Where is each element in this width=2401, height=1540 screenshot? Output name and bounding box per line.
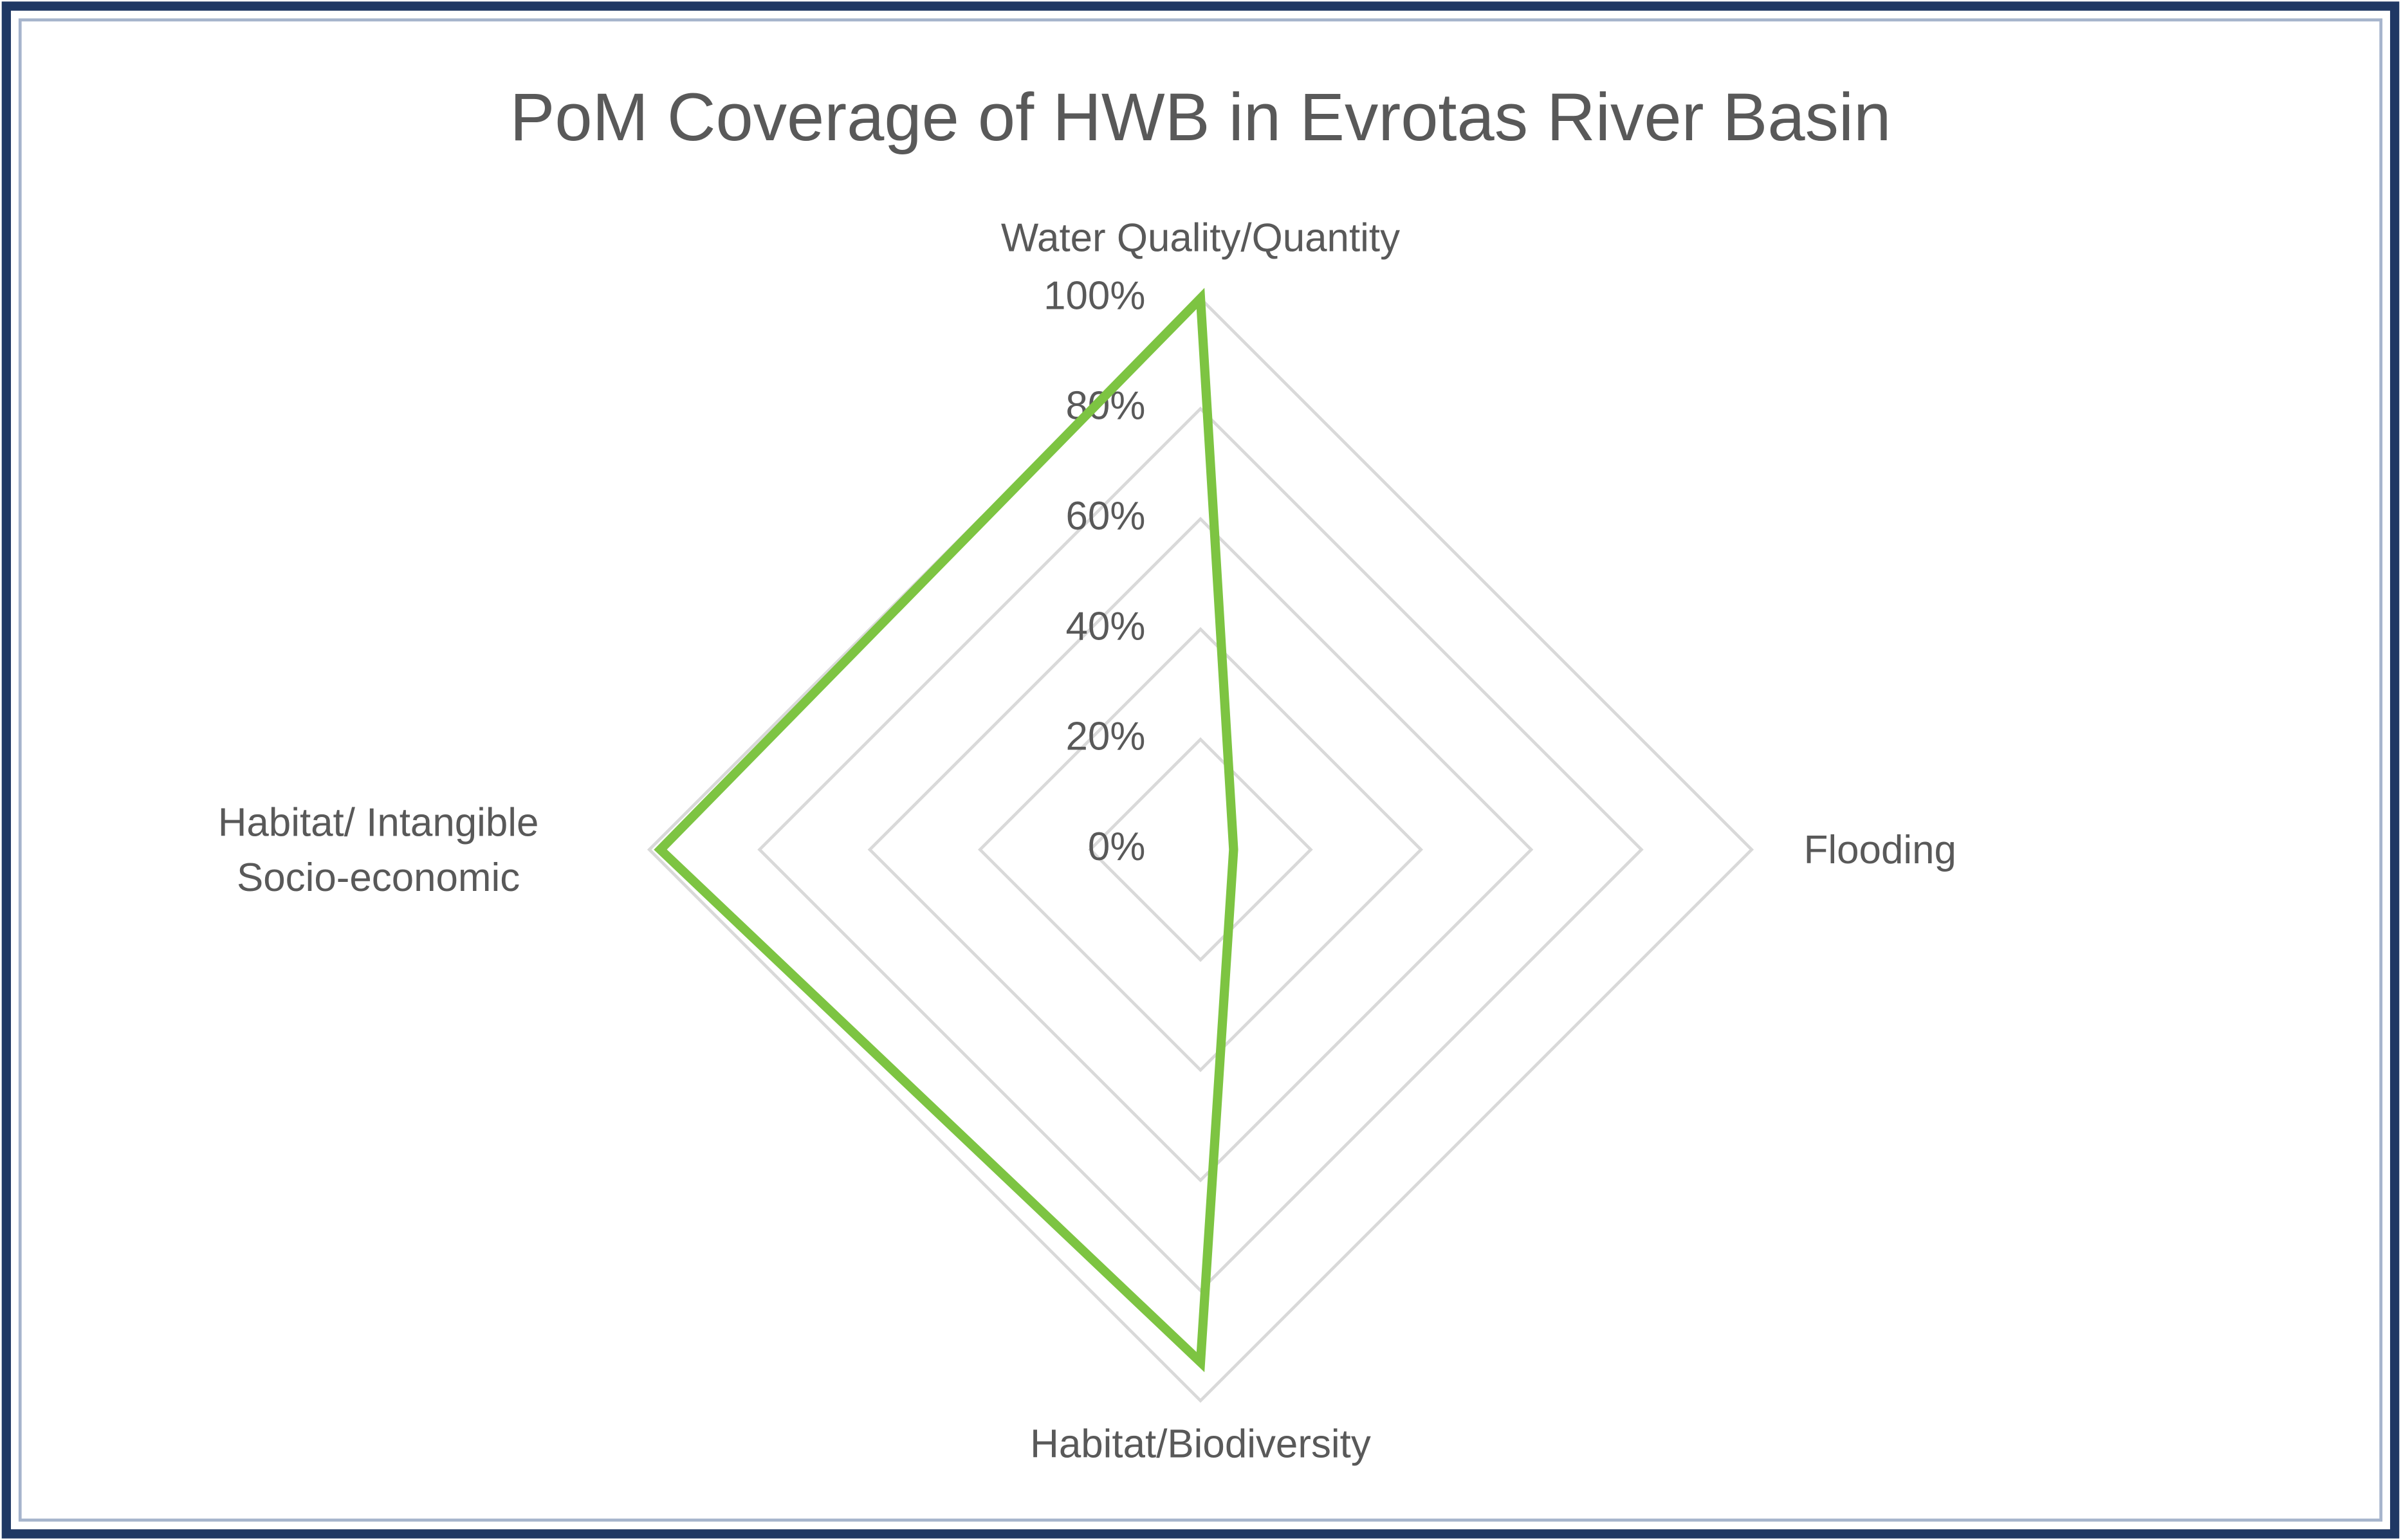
y-tick-label: 0% [1088, 825, 1145, 869]
chart-title: PoM Coverage of HWB in Evrotas River Bas… [510, 80, 1891, 155]
y-tick-label: 20% [1066, 715, 1146, 759]
category-label-box: Flooding [1803, 826, 1956, 872]
y-tick-label: 40% [1066, 604, 1146, 648]
grid-line [1088, 737, 1313, 962]
y-tick-label: 60% [1066, 494, 1146, 538]
grid-line [867, 517, 1534, 1183]
category-label-box: Habitat/ Intangible Socio-economic [217, 798, 539, 901]
category-label-box: Water Quality/Quantity [1000, 214, 1401, 260]
category-label: Water Quality/Quantity [1000, 214, 1401, 260]
category-label: Flooding [1803, 826, 1956, 872]
grid-line [977, 627, 1424, 1072]
category-label: Habitat/ Intangible Socio-economic [217, 798, 539, 901]
grid-line [757, 407, 1644, 1293]
category-label-box: Habitat/Biodiversity [1030, 1420, 1371, 1467]
category-label: Habitat/Biodiversity [1030, 1420, 1371, 1467]
data-line [654, 288, 1238, 1373]
inner-frame [18, 18, 2383, 1522]
y-tick-label: 100% [1044, 273, 1145, 318]
grid-line [647, 296, 1754, 1403]
